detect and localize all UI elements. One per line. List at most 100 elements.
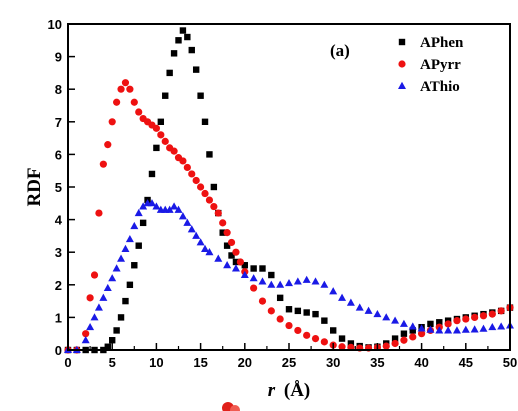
data-point-apyrr [462,315,470,323]
data-point-aphen [148,170,156,178]
data-point-aphen [157,118,165,125]
data-point-athio [373,309,382,318]
data-point-athio [382,313,391,321]
x-tick-label: 30 [326,355,340,370]
data-point-aphen [241,262,248,269]
data-point-athio [399,319,408,327]
data-point-athio [329,287,338,295]
data-point-aphen [210,183,218,191]
data-point-aphen [391,335,399,342]
data-point-athio [276,280,285,288]
data-point-aphen [232,258,240,266]
data-point-apyrr [82,330,90,338]
y-tick-label: 3 [55,245,62,260]
data-point-athio [214,254,223,262]
data-point-apyrr [95,209,103,217]
data-point-apyrr [471,313,479,321]
data-point-aphen [184,33,191,41]
data-point-apyrr [183,163,191,172]
data-point-aphen [126,281,134,288]
data-point-apyrr [303,331,311,339]
x-tick-label: 40 [414,355,428,370]
data-point-apyrr [135,108,143,116]
data-point-athio [117,254,126,262]
data-point-aphen [228,252,235,259]
data-point-aphen [338,335,346,342]
data-point-aphen [162,92,169,99]
data-point-apyrr [161,137,169,145]
x-tick-label: 5 [109,355,116,370]
y-tick-label: 4 [55,213,63,228]
x-axis-unit: (Å) [284,380,310,401]
x-tick-label: 10 [149,355,163,370]
legend-label-athio: AThio [420,79,460,95]
data-point-aphen [113,327,120,334]
data-point-athio [285,278,293,287]
data-point-apyrr [479,312,488,320]
data-point-aphen [285,306,293,313]
data-point-aphen [303,309,310,316]
data-point-aphen [294,307,302,315]
data-point-aphen [206,151,213,158]
data-point-apyrr [130,98,138,106]
data-point-apyrr [320,338,328,346]
data-point-aphen [122,297,129,305]
data-point-apyrr [152,124,160,132]
data-point-apyrr [258,297,267,305]
y-tick-label: 8 [55,82,62,97]
data-point-athio [364,306,373,314]
data-point-apyrr [294,326,302,335]
data-point-athio [346,298,355,306]
data-point-athio [435,326,444,334]
data-point-aphen [170,50,178,57]
data-point-apyrr [205,196,214,204]
data-point-athio [408,322,417,330]
data-point-aphen [179,27,187,34]
data-point-athio [470,325,479,333]
data-point-apyrr [192,176,200,185]
data-point-athio [125,234,134,243]
data-point-athio [183,218,192,226]
data-point-aphen [219,229,226,236]
data-point-athio [293,277,302,285]
data-point-aphen [276,294,284,302]
data-point-athio [94,303,103,311]
data-point-aphen [427,320,434,328]
data-point-aphen [268,271,275,279]
data-point-athio [205,248,214,256]
panel-label: (a) [330,41,350,60]
data-point-aphen [330,327,337,334]
data-point-apyrr [179,157,187,165]
data-point-athio [139,202,148,210]
legend-label-apyrr: APyrr [420,57,461,73]
y-tick-label: 9 [55,50,62,65]
data-point-aphen [259,265,266,272]
data-point-athio [452,326,461,334]
data-point-aphen [347,340,355,347]
y-tick-label: 2 [55,278,62,293]
data-point-apyrr [232,248,240,256]
data-point-aphen [175,37,182,44]
data-point-athio [112,264,121,272]
data-point-athio [99,293,108,301]
data-point-apyrr [126,85,134,93]
data-point-athio [130,221,139,230]
data-point-athio [201,244,210,252]
data-point-athio [196,238,205,246]
data-point-apyrr [444,320,452,328]
data-point-apyrr [497,307,505,315]
data-point-aphen [223,242,231,249]
data-point-apyrr [214,209,222,217]
data-point-apyrr [285,321,293,330]
data-point-aphen [166,69,173,77]
data-point-aphen [131,262,138,269]
x-tick-label: 20 [238,355,252,370]
legend-marker-apyrr [398,60,406,68]
data-point-athio [426,325,435,333]
data-point-aphen [117,314,125,321]
data-point-aphen [139,219,147,227]
data-point-athio [479,324,488,332]
data-point-athio [231,264,240,272]
data-point-aphen [436,319,443,326]
